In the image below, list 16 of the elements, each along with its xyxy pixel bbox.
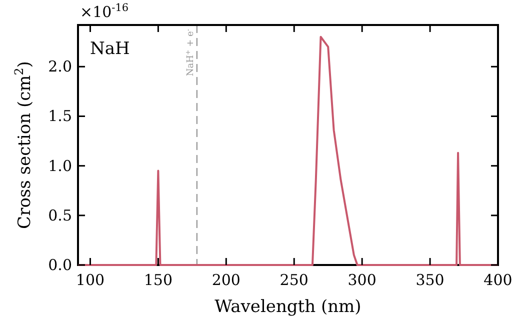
x-tick-label: 150	[144, 271, 173, 289]
x-axis-title: Wavelength (nm)	[214, 297, 362, 317]
y-tick-label: 0.0	[48, 256, 72, 274]
x-tick-label: 400	[484, 271, 512, 289]
line-series	[77, 36, 499, 266]
x-tick-label: 200	[212, 271, 240, 289]
x-tick-label: 250	[280, 271, 308, 289]
annotation: NaH	[90, 39, 130, 59]
y-tick-label: 0.5	[48, 206, 72, 224]
y-tick-label: 1.0	[48, 156, 72, 175]
y-tick-label: 2.0	[48, 58, 72, 76]
x-tick-label: 100	[76, 271, 105, 289]
x-tick-label: 350	[416, 271, 444, 289]
x-tick-label: 300	[348, 271, 376, 289]
y-tick-label: 1.5	[48, 107, 72, 126]
text: ×10$^{-16}$	[80, 2, 129, 21]
